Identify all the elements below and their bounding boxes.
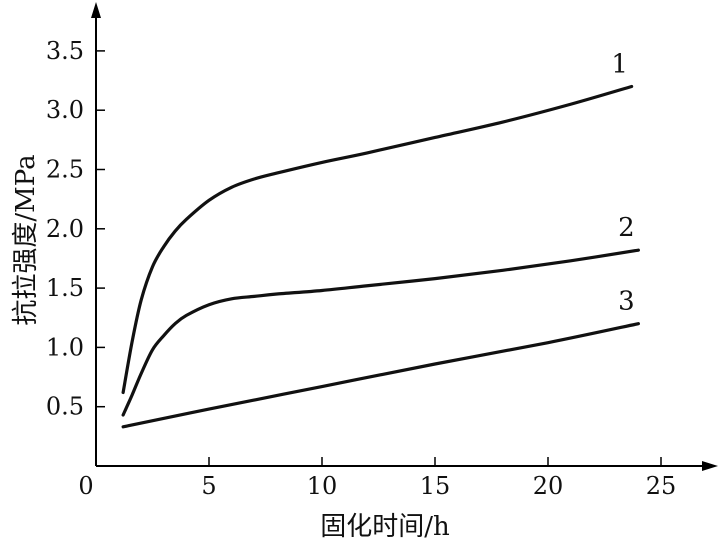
ticks: 0.5 1.0 1.5 2.0 2.5 3.0 3.5 0 5 10 15 20 25 bbox=[46, 37, 676, 500]
x-tick-label: 0 bbox=[78, 472, 93, 500]
series-label-3: 3 bbox=[618, 287, 635, 317]
series-group: 1 2 3 bbox=[121, 49, 640, 429]
series-line-1 bbox=[121, 84, 634, 395]
y-tick-label: 2.0 bbox=[46, 215, 84, 243]
y-tick-label: 1.5 bbox=[46, 274, 84, 302]
x-tick-label: 10 bbox=[307, 472, 338, 500]
x-tick-label: 20 bbox=[533, 472, 564, 500]
x-axis-label: 固化时间/h bbox=[320, 512, 450, 542]
x-axis-arrow bbox=[702, 461, 718, 471]
y-tick-label: 3.0 bbox=[46, 96, 84, 124]
x-tick-label: 15 bbox=[420, 472, 451, 500]
x-tick-label: 25 bbox=[646, 472, 677, 500]
series-label-2: 2 bbox=[618, 213, 635, 243]
y-axis-arrow bbox=[91, 2, 101, 18]
series-label-1: 1 bbox=[611, 49, 628, 79]
series-line-2 bbox=[121, 248, 640, 417]
y-axis-label: 抗拉强度/MPa bbox=[11, 154, 41, 325]
axes bbox=[91, 2, 718, 471]
series-line-3 bbox=[121, 322, 640, 429]
y-tick-label: 3.5 bbox=[46, 37, 84, 65]
y-tick-label: 2.5 bbox=[46, 156, 84, 184]
y-tick-label: 0.5 bbox=[46, 393, 84, 421]
x-tick-label: 5 bbox=[201, 472, 216, 500]
y-tick-label: 1.0 bbox=[46, 333, 84, 361]
